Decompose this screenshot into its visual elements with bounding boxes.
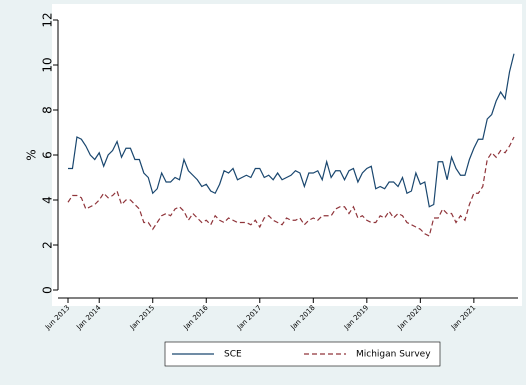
y-tick-label: 10 [41,57,55,72]
legend-label: SCE [224,350,242,360]
series-line [68,53,515,208]
y-tick-label: 0 [41,286,55,294]
y-tick-label: 6 [41,151,55,159]
y-tick-label: 12 [41,12,55,27]
y-tick-label: 4 [41,196,55,204]
y-tick-label: 8 [41,106,55,114]
legend-label: Michigan Survey [356,350,431,360]
y-tick-label: 2 [41,241,55,249]
plot-region [52,4,522,306]
y-axis-label: % [25,149,39,160]
